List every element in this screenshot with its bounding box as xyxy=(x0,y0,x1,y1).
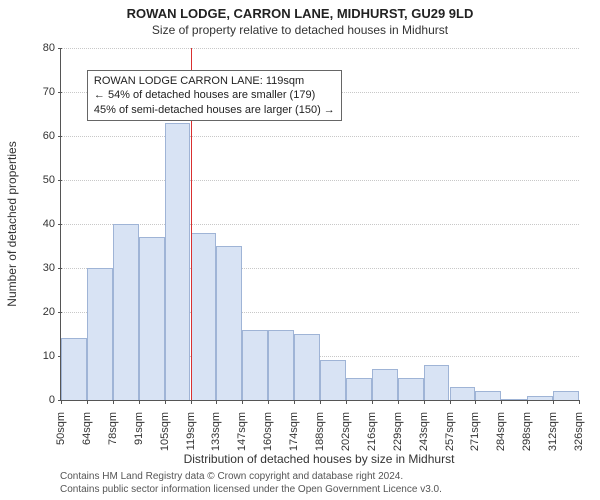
x-tick-mark xyxy=(527,400,528,404)
y-tick-label: 40 xyxy=(43,218,61,230)
x-tick-label: 133sqm xyxy=(210,406,222,451)
gridline xyxy=(61,136,579,137)
y-tick-label: 70 xyxy=(43,86,61,98)
x-tick-mark xyxy=(216,400,217,404)
plot-area: 0102030405060708050sqm64sqm78sqm91sqm105… xyxy=(60,48,579,401)
x-tick-mark xyxy=(61,400,62,404)
histogram-bar xyxy=(320,360,346,400)
footer-line-2: Contains public sector information licen… xyxy=(60,484,442,497)
x-tick-mark xyxy=(475,400,476,404)
histogram-bar xyxy=(165,123,191,400)
annotation-line: ← 54% of detached houses are smaller (17… xyxy=(94,88,335,102)
chart-subtitle: Size of property relative to detached ho… xyxy=(0,21,600,37)
x-tick-mark xyxy=(294,400,295,404)
annotation-box: ROWAN LODGE CARRON LANE: 119sqm← 54% of … xyxy=(87,70,342,121)
x-tick-mark xyxy=(553,400,554,404)
x-tick-mark xyxy=(579,400,580,404)
x-tick-mark xyxy=(242,400,243,404)
histogram-bar xyxy=(113,224,139,400)
histogram-bar xyxy=(372,369,398,400)
x-tick-label: 64sqm xyxy=(81,406,93,445)
histogram-bar xyxy=(553,391,579,400)
x-tick-label: 50sqm xyxy=(55,406,67,445)
y-tick-label: 30 xyxy=(43,262,61,274)
histogram-bar xyxy=(294,334,320,400)
histogram-chart: { "title": { "text": "ROWAN LODGE, CARRO… xyxy=(0,0,600,500)
x-tick-mark xyxy=(87,400,88,404)
histogram-bar xyxy=(139,237,165,400)
y-tick-label: 50 xyxy=(43,174,61,186)
histogram-bar xyxy=(450,387,476,400)
x-tick-label: 174sqm xyxy=(288,406,300,451)
x-tick-label: 78sqm xyxy=(107,406,119,445)
x-tick-label: 119sqm xyxy=(185,406,197,450)
y-tick-label: 60 xyxy=(43,130,61,142)
gridline xyxy=(61,180,579,181)
x-axis-label: Distribution of detached houses by size … xyxy=(60,452,578,466)
x-tick-mark xyxy=(191,400,192,404)
x-tick-label: 257sqm xyxy=(444,406,456,451)
x-tick-label: 326sqm xyxy=(573,406,585,451)
histogram-bar xyxy=(398,378,424,400)
footer-line-1: Contains HM Land Registry data © Crown c… xyxy=(60,471,442,484)
x-tick-label: 216sqm xyxy=(366,406,378,451)
x-tick-mark xyxy=(346,400,347,404)
x-tick-label: 91sqm xyxy=(133,406,145,445)
x-tick-mark xyxy=(113,400,114,404)
y-axis-label: Number of detached properties xyxy=(5,141,19,306)
y-tick-label: 0 xyxy=(49,394,61,406)
y-tick-label: 10 xyxy=(43,350,61,362)
x-tick-mark xyxy=(424,400,425,404)
x-tick-label: 147sqm xyxy=(236,406,248,451)
annotation-line: ROWAN LODGE CARRON LANE: 119sqm xyxy=(94,74,335,88)
gridline xyxy=(61,48,579,49)
x-tick-label: 160sqm xyxy=(262,406,274,451)
x-tick-label: 271sqm xyxy=(469,406,481,451)
x-tick-mark xyxy=(139,400,140,404)
x-tick-label: 188sqm xyxy=(314,406,326,451)
histogram-bar xyxy=(191,233,217,400)
x-tick-label: 298sqm xyxy=(521,406,533,451)
x-tick-label: 312sqm xyxy=(547,406,559,451)
x-tick-mark xyxy=(165,400,166,404)
x-tick-label: 284sqm xyxy=(495,406,507,451)
x-tick-mark xyxy=(398,400,399,404)
x-tick-label: 243sqm xyxy=(418,406,430,451)
y-tick-label: 20 xyxy=(43,306,61,318)
chart-title: ROWAN LODGE, CARRON LANE, MIDHURST, GU29… xyxy=(0,0,600,21)
histogram-bar xyxy=(242,330,268,400)
gridline xyxy=(61,224,579,225)
x-tick-mark xyxy=(372,400,373,404)
x-tick-label: 202sqm xyxy=(340,406,352,451)
histogram-bar xyxy=(501,399,527,400)
histogram-bar xyxy=(475,391,501,400)
histogram-bar xyxy=(424,365,450,400)
histogram-bar xyxy=(346,378,372,400)
x-tick-mark xyxy=(501,400,502,404)
x-tick-label: 229sqm xyxy=(392,406,404,451)
histogram-bar xyxy=(527,396,553,400)
attribution-footer: Contains HM Land Registry data © Crown c… xyxy=(60,471,442,496)
histogram-bar xyxy=(61,338,87,400)
x-tick-mark xyxy=(450,400,451,404)
y-tick-label: 80 xyxy=(43,42,61,54)
x-tick-label: 105sqm xyxy=(159,406,171,451)
x-tick-mark xyxy=(320,400,321,404)
histogram-bar xyxy=(268,330,294,400)
histogram-bar xyxy=(87,268,113,400)
x-tick-mark xyxy=(268,400,269,404)
histogram-bar xyxy=(216,246,242,400)
annotation-line: 45% of semi-detached houses are larger (… xyxy=(94,103,335,117)
